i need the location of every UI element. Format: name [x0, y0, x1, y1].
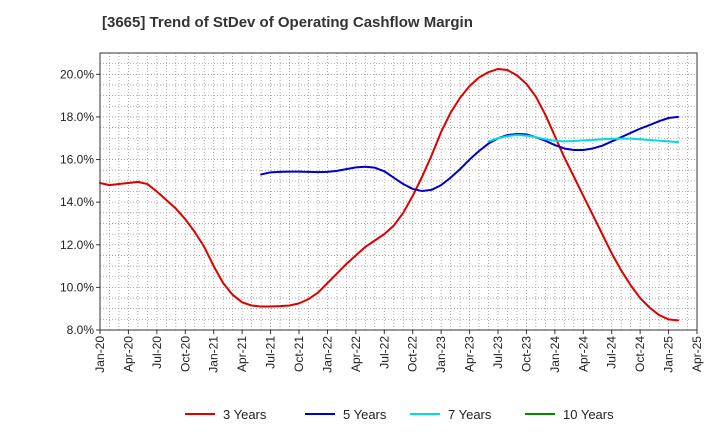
- x-tick-label: Oct-24: [633, 336, 647, 372]
- x-tick-label: Jan-25: [662, 336, 676, 373]
- x-tick-label: Jan-21: [207, 336, 221, 373]
- x-tick-label: Apr-20: [121, 336, 135, 372]
- x-tick-label: Jul-23: [491, 336, 505, 369]
- series-line-7-years: [487, 134, 680, 144]
- x-tick-label: Apr-22: [349, 336, 363, 372]
- y-tick-label: 8.0%: [67, 323, 95, 337]
- legend: 3 Years 5 Years 7 Years 10 Years: [185, 407, 614, 422]
- y-tick-label: 20.0%: [60, 67, 94, 81]
- x-tick-label: Jan-22: [320, 336, 334, 373]
- y-tick-label: 18.0%: [60, 110, 94, 124]
- x-tick-label: Jan-23: [434, 336, 448, 373]
- x-tick-label: Jul-20: [150, 336, 164, 369]
- axes: 8.0% 10.0% 12.0% 14.0% 16.0% 18.0% 20.0% Jan-20…: [60, 52, 704, 373]
- x-tick-label: Apr-21: [235, 336, 249, 372]
- series-line-5-years: [260, 115, 680, 193]
- x-tick-label: Jan-20: [93, 336, 107, 373]
- legend-label: 10 Years: [563, 407, 614, 422]
- x-tick-label: Oct-21: [292, 336, 306, 372]
- series-line-3-years: [99, 67, 680, 322]
- plot-frame: [99, 52, 698, 331]
- y-tick-label: 14.0%: [60, 195, 94, 209]
- legend-label: 7 Years: [448, 407, 492, 422]
- y-tick-label: 12.0%: [60, 238, 94, 252]
- x-tick-label: Jul-24: [605, 336, 619, 369]
- x-tick-label: Jul-21: [264, 336, 278, 369]
- grid: [99, 52, 698, 331]
- y-tick-label: 10.0%: [60, 280, 94, 294]
- x-tick-label: Jul-22: [377, 336, 391, 369]
- x-tick-label: Jan-24: [548, 336, 562, 373]
- x-tick-label: Oct-20: [178, 336, 192, 372]
- x-tick-label: Oct-22: [406, 336, 420, 372]
- chart-title: [3665] Trend of StDev of Operating Cashf…: [102, 14, 473, 31]
- y-tick-label: 16.0%: [60, 153, 94, 167]
- legend-label: 3 Years: [223, 407, 267, 422]
- series-lines: [99, 67, 680, 322]
- x-tick-label: Oct-23: [519, 336, 533, 372]
- x-tick-label: Apr-23: [463, 336, 477, 372]
- x-tick-label: Apr-25: [690, 336, 704, 372]
- x-tick-label: Apr-24: [576, 336, 590, 372]
- legend-label: 5 Years: [343, 407, 387, 422]
